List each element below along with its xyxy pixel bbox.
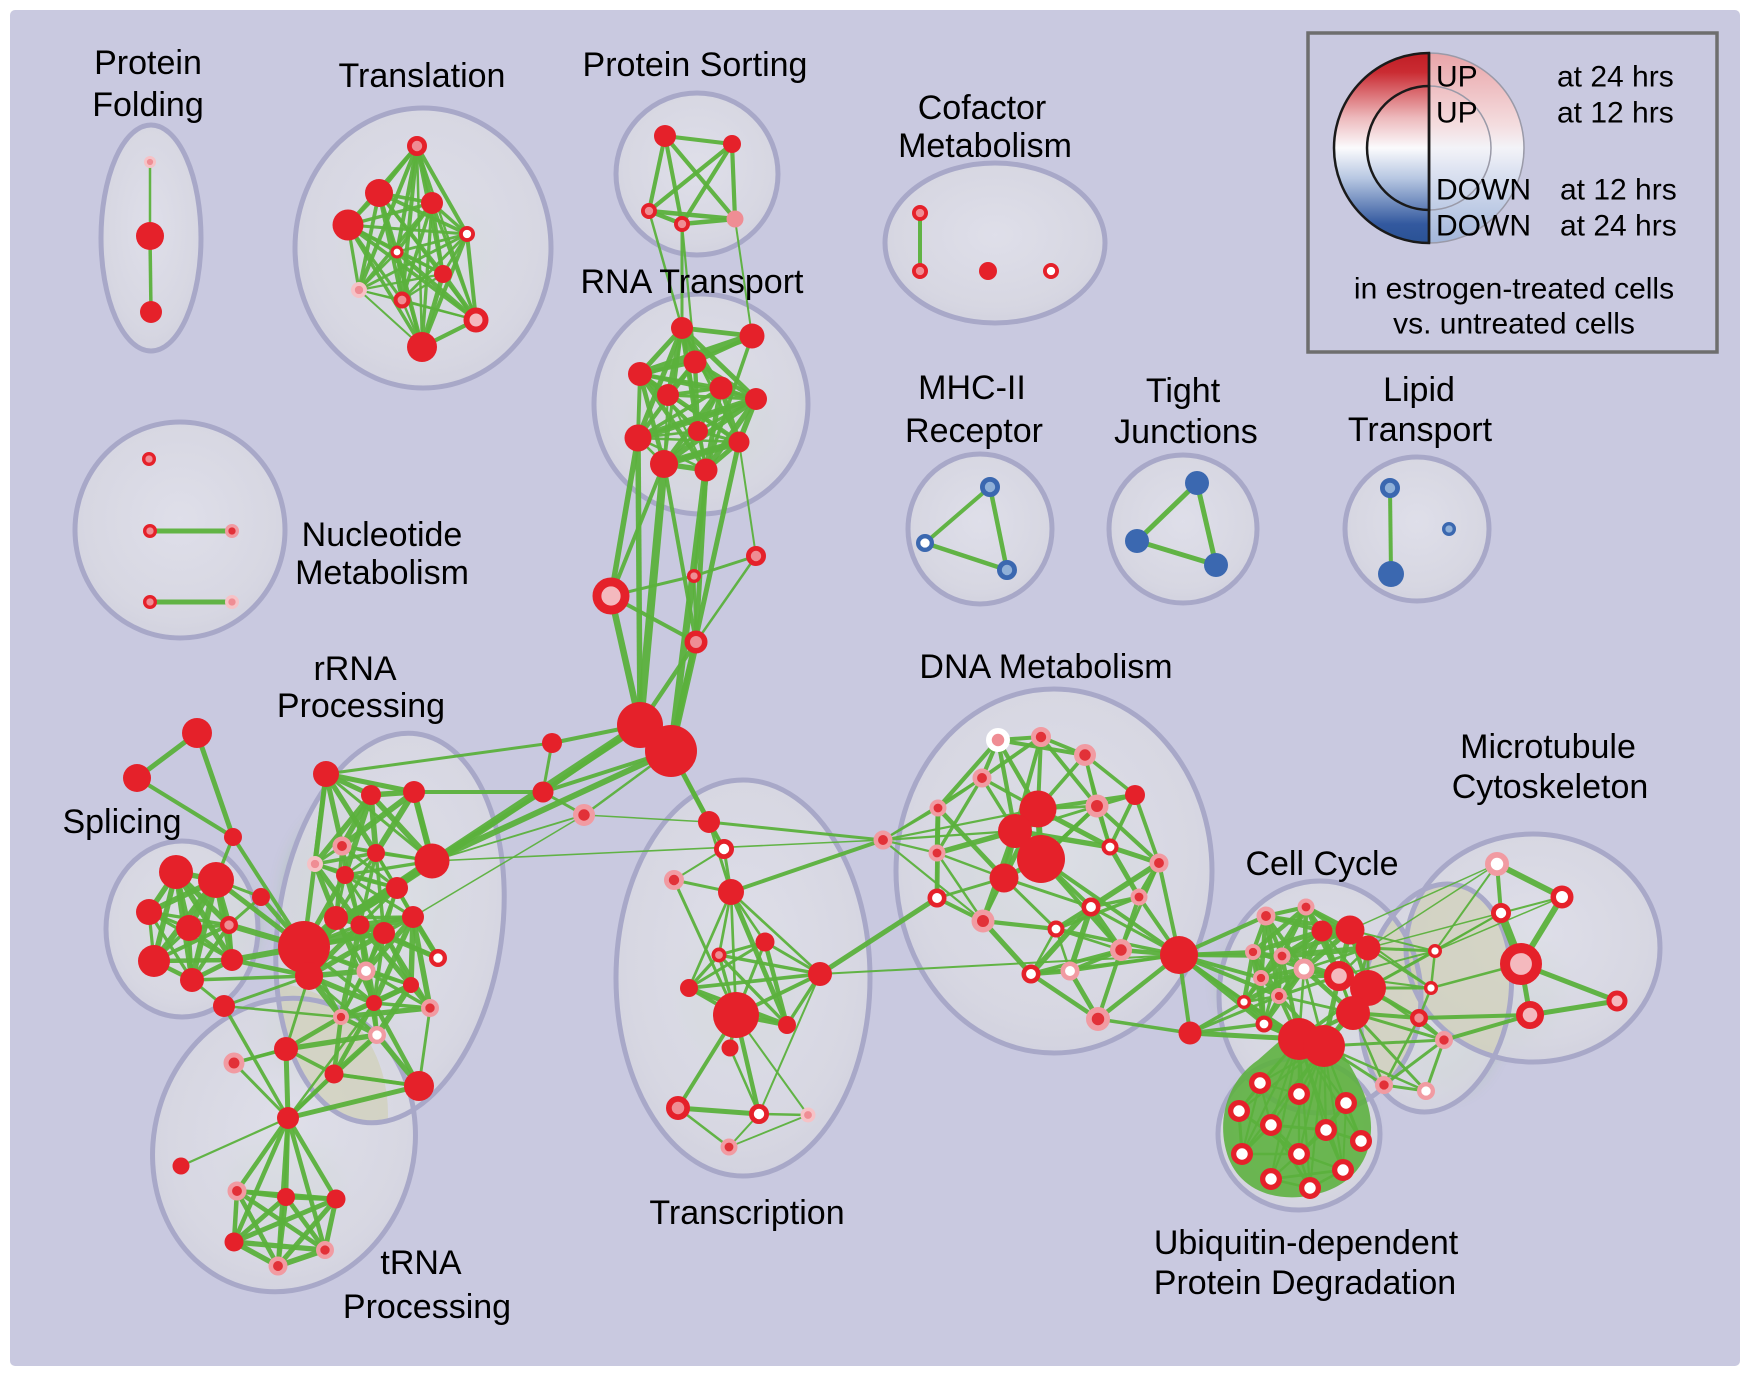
svg-text:Transport: Transport xyxy=(1348,411,1493,449)
svg-text:in estrogen-treated cells: in estrogen-treated cells xyxy=(1354,273,1674,306)
svg-text:Cofactor: Cofactor xyxy=(918,89,1047,127)
svg-text:Protein Sorting: Protein Sorting xyxy=(583,46,808,84)
svg-text:Microtubule: Microtubule xyxy=(1460,728,1636,766)
svg-text:Protein: Protein xyxy=(94,44,202,82)
svg-text:at 24 hrs: at 24 hrs xyxy=(1560,210,1677,243)
svg-text:Cell Cycle: Cell Cycle xyxy=(1245,845,1398,883)
svg-text:RNA Transport: RNA Transport xyxy=(581,263,805,301)
svg-text:MHC-II: MHC-II xyxy=(918,369,1026,407)
svg-text:Transcription: Transcription xyxy=(649,1194,844,1232)
svg-text:Cytoskeleton: Cytoskeleton xyxy=(1452,768,1649,806)
svg-text:Receptor: Receptor xyxy=(905,412,1043,450)
svg-text:Processing: Processing xyxy=(343,1288,511,1326)
svg-text:Translation: Translation xyxy=(339,57,506,95)
svg-text:at 12 hrs: at 12 hrs xyxy=(1557,97,1674,130)
svg-text:UP: UP xyxy=(1436,97,1478,130)
svg-text:tRNA: tRNA xyxy=(380,1244,462,1282)
svg-text:vs. untreated cells: vs. untreated cells xyxy=(1393,308,1635,341)
svg-text:UP: UP xyxy=(1436,61,1478,94)
svg-text:rRNA: rRNA xyxy=(313,650,396,688)
svg-text:Processing: Processing xyxy=(277,687,445,725)
svg-text:at 12 hrs: at 12 hrs xyxy=(1560,174,1677,207)
svg-text:Lipid: Lipid xyxy=(1383,371,1455,409)
svg-text:DOWN: DOWN xyxy=(1436,174,1531,207)
svg-text:Nucleotide: Nucleotide xyxy=(302,516,463,554)
svg-text:Metabolism: Metabolism xyxy=(898,127,1072,165)
svg-text:Splicing: Splicing xyxy=(62,803,181,841)
svg-text:Folding: Folding xyxy=(92,86,204,124)
svg-text:Metabolism: Metabolism xyxy=(295,554,469,592)
svg-text:Protein Degradation: Protein Degradation xyxy=(1154,1264,1456,1302)
svg-text:DOWN: DOWN xyxy=(1436,210,1531,243)
svg-text:DNA Metabolism: DNA Metabolism xyxy=(919,648,1172,686)
svg-text:Tight: Tight xyxy=(1146,372,1221,410)
svg-text:at 24 hrs: at 24 hrs xyxy=(1557,61,1674,94)
svg-text:Junctions: Junctions xyxy=(1114,413,1258,451)
svg-text:Ubiquitin-dependent: Ubiquitin-dependent xyxy=(1154,1224,1459,1262)
